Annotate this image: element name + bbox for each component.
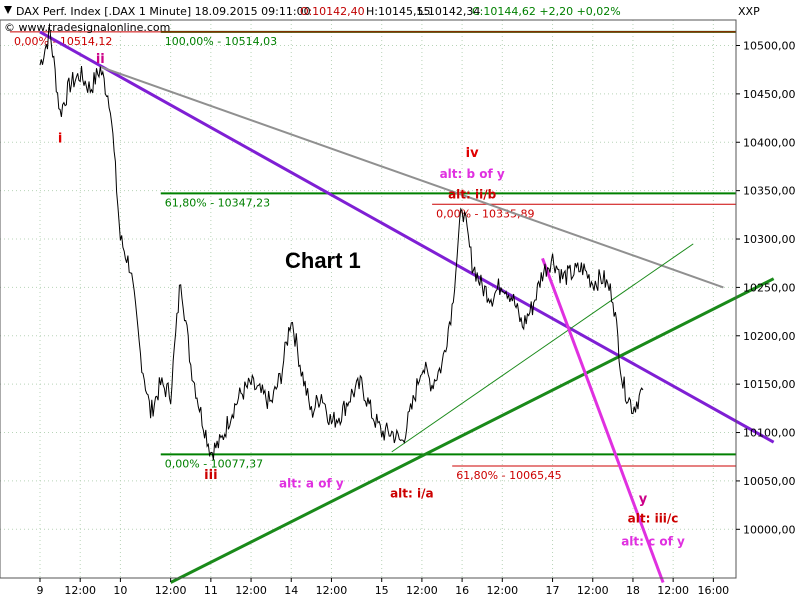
y-tick-label: 10350,00 xyxy=(743,185,796,198)
chart-title: Chart 1 xyxy=(285,248,361,273)
fib-level-label: 0,00% - 10335,89 xyxy=(436,207,534,220)
header-high: H:10145,55 xyxy=(366,5,430,18)
y-tick-label: 10400,00 xyxy=(743,136,796,149)
x-tick-label: 12:00 xyxy=(657,584,689,597)
wave-annotation: ii xyxy=(96,52,105,67)
y-tick-label: 10000,00 xyxy=(743,523,796,536)
fib-level-label: 100,00% - 10514,03 xyxy=(165,35,277,48)
fib-levels: 100,00% - 10514,03 0,00% - 10514,12 61,80%… xyxy=(10,30,736,482)
wave-annotation: alt: a of y xyxy=(279,477,344,491)
x-tick-label: 12:00 xyxy=(316,584,348,597)
x-tick-label: 11 xyxy=(204,584,218,597)
x-axis: 9 12:00 10 12:00 11 12:00 14 12:00 15 12:00 16 12:0… xyxy=(37,578,729,597)
x-tick-label: 12:00 xyxy=(577,584,609,597)
fib-level-label: 0,00% - 10077,37 xyxy=(165,457,263,470)
x-tick-label: 16:00 xyxy=(697,584,729,597)
plot-frame xyxy=(0,19,737,579)
x-tick-label: 12:00 xyxy=(64,584,96,597)
fib-level-label: 0,00% - 10514,12 xyxy=(14,35,112,48)
wave-annotation: alt: iii/c xyxy=(628,512,679,526)
y-tick-label: 10300,00 xyxy=(743,233,796,246)
wave-annotation: iv xyxy=(466,146,479,161)
fib-level-label: 61,80% - 10065,45 xyxy=(456,469,561,482)
x-tick-label: 15 xyxy=(375,584,389,597)
y-tick-label: 10100,00 xyxy=(743,427,796,440)
wave-annotation: alt: ii/b xyxy=(448,187,497,201)
trendline[interactable] xyxy=(391,243,694,453)
wave-annotation: alt: c of y xyxy=(621,535,685,549)
header: DAX Perf. Index [.DAX 1 Minute] 18.09.20… xyxy=(4,5,760,34)
y-tick-label: 10250,00 xyxy=(743,281,796,294)
x-tick-label: 12:00 xyxy=(155,584,187,597)
header-low: L:10142,34 xyxy=(418,5,480,18)
x-tick-label: 12:00 xyxy=(406,584,438,597)
x-tick-label: 9 xyxy=(37,584,44,597)
price-line xyxy=(39,26,644,460)
x-tick-label: 14 xyxy=(284,584,298,597)
axis-code: XXP xyxy=(738,5,760,18)
fib-level-label: 61,80% - 10347,23 xyxy=(165,196,270,209)
x-tick-label: 16 xyxy=(455,584,469,597)
wave-annotation: alt: b of y xyxy=(440,167,505,181)
y-tick-label: 10150,00 xyxy=(743,378,796,391)
y-tick-label: 10050,00 xyxy=(743,475,796,488)
trendline[interactable] xyxy=(169,277,775,584)
header-open: O:10142,40 xyxy=(300,5,365,18)
x-tick-label: 12:00 xyxy=(486,584,518,597)
wave-annotation: iii xyxy=(204,468,217,483)
y-tick-label: 10500,00 xyxy=(743,40,796,53)
price-series xyxy=(39,26,644,460)
trendlines xyxy=(39,30,775,584)
header-close: C:10144,62 +2,20 +0,02% xyxy=(472,5,621,18)
x-tick-label: 10 xyxy=(113,584,127,597)
wave-annotation: i xyxy=(58,131,62,146)
y-tick-label: 10450,00 xyxy=(743,88,796,101)
x-tick-label: 12:00 xyxy=(235,584,267,597)
header-title: DAX Perf. Index [.DAX 1 Minute] 18.09.20… xyxy=(16,5,311,18)
grid xyxy=(0,20,736,578)
y-tick-label: 10200,00 xyxy=(743,330,796,343)
trendline[interactable] xyxy=(39,30,775,444)
x-tick-label: 18 xyxy=(626,584,640,597)
y-axis: 10500,00 10450,00 10400,00 10350,00 10300,00… xyxy=(736,40,796,536)
wave-annotation: alt: i/a xyxy=(390,486,434,500)
trendline[interactable] xyxy=(541,257,665,584)
triangle-down-icon[interactable] xyxy=(4,6,12,14)
x-tick-label: 17 xyxy=(546,584,560,597)
trendline[interactable] xyxy=(99,65,724,289)
watermark: © www.tradesignalonline.com xyxy=(4,21,170,34)
wave-annotation: y xyxy=(639,492,648,507)
